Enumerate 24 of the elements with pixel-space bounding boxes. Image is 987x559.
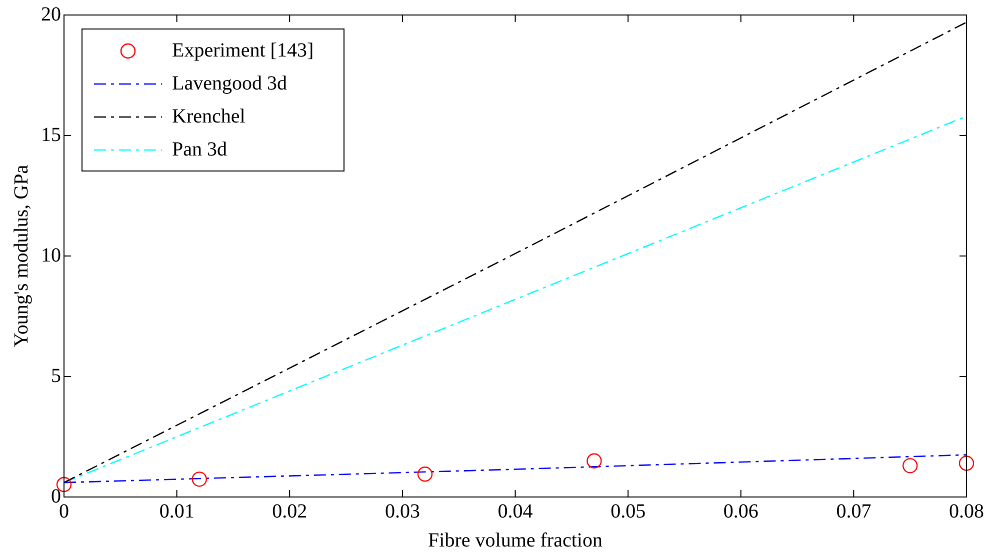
y-tick-label: 0	[51, 485, 61, 508]
point	[902, 458, 918, 474]
point	[192, 472, 207, 487]
y-tick-label: 10	[41, 244, 61, 266]
legend-label: Experiment [143]	[172, 39, 314, 62]
legend-label: Lavengood 3d	[172, 72, 287, 94]
point	[958, 456, 974, 471]
legend-label: Krenchel	[172, 105, 246, 128]
x-tick-label: 0.05	[610, 500, 646, 522]
x-tick-label: 0.07	[836, 500, 872, 522]
y-tick-label: 5	[51, 364, 61, 387]
y-axis-title: Young's modulus, GPa	[10, 164, 32, 348]
y-tick-label: 20	[41, 3, 61, 26]
x-tick-label: 0.03	[384, 500, 420, 522]
x-tick-label: 0.06	[723, 500, 758, 522]
legend-label: Pan 3d	[172, 138, 227, 160]
y-tick-label: 15	[41, 124, 61, 146]
x-tick-label: 0.08	[949, 500, 984, 522]
point	[586, 453, 602, 468]
x-tick-label: 0.04	[498, 500, 533, 522]
x-tick-label: 0.02	[272, 500, 308, 522]
point	[417, 466, 433, 482]
x-tick-label: 0.01	[159, 500, 194, 522]
x-axis-title: Fibre volume fraction	[428, 529, 602, 552]
